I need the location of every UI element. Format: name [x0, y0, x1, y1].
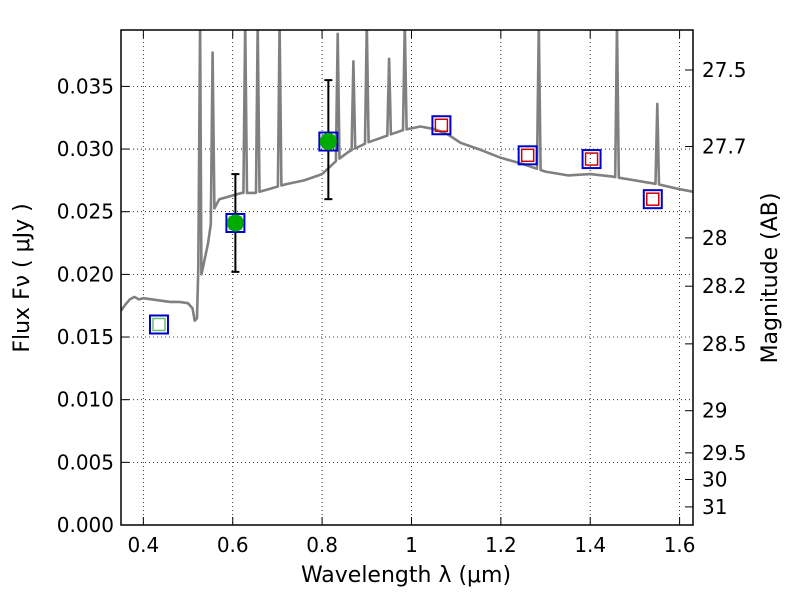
- x-axis-label: Wavelength λ (μm): [301, 563, 511, 588]
- y-tick-label: 0.015: [57, 325, 114, 349]
- model-photometry-box: [148, 314, 169, 335]
- spectrum-layer: [121, 30, 693, 322]
- y-axis-label: Flux Fν ( μJy ): [10, 203, 35, 352]
- x-tick-label: 1.4: [574, 533, 606, 557]
- y-tick-label: 0.005: [57, 450, 114, 474]
- model-photometry-box-inner: [646, 192, 660, 206]
- y-tick-label: 0.025: [57, 200, 114, 224]
- right-tick-label: 28: [702, 226, 727, 250]
- axis-ticks: 0.4 0.6 0.8 1 1.2 1.4 1.6 0.000 0.005 0.010 0.015 0…: [57, 30, 747, 557]
- right-tick-label: 30: [702, 468, 727, 492]
- plot-frame: [120, 29, 694, 526]
- model-spectrum-line: [121, 30, 693, 322]
- observed-photometry-point: [319, 133, 337, 151]
- model-photometry-box: [581, 149, 602, 170]
- y-tick-label: 0.035: [57, 74, 114, 98]
- y-tick-label: 0.010: [57, 388, 114, 412]
- x-tick-label: 0.8: [306, 533, 338, 557]
- observed-photometry-point: [226, 214, 244, 232]
- right-tick-label: 27.7: [702, 135, 747, 159]
- model-photometry-box: [517, 145, 538, 166]
- model-photometry-box: [642, 189, 663, 210]
- y-tick-label: 0.000: [57, 513, 114, 537]
- model-photometry-box: [431, 115, 452, 136]
- right-tick-label: 27.5: [702, 58, 747, 82]
- model-photometry-box: [225, 212, 246, 233]
- photometry-layer: [148, 79, 663, 335]
- grid-lines: [121, 30, 693, 525]
- x-tick-label: 0.6: [217, 533, 249, 557]
- model-photometry-box-inner: [152, 317, 166, 332]
- right-tick-label: 29: [702, 399, 727, 423]
- right-axis-label: Magnitude (AB): [758, 193, 783, 364]
- model-photometry-box-inner: [584, 152, 599, 166]
- x-tick-label: 1.6: [664, 533, 696, 557]
- y-tick-label: 0.030: [57, 137, 114, 161]
- model-photometry-box: [318, 131, 339, 152]
- model-photometry-box-inner: [520, 148, 535, 163]
- right-tick-label: 29.5: [702, 441, 747, 465]
- model-photometry-box-inner: [434, 118, 449, 132]
- x-tick-label: 0.4: [127, 533, 159, 557]
- x-tick-label: 1.2: [485, 533, 517, 557]
- right-tick-label: 28.2: [702, 274, 747, 298]
- y-tick-label: 0.020: [57, 262, 114, 286]
- x-tick-label: 1: [405, 533, 418, 557]
- right-tick-label: 28.5: [702, 332, 747, 356]
- right-tick-label: 31: [702, 495, 727, 519]
